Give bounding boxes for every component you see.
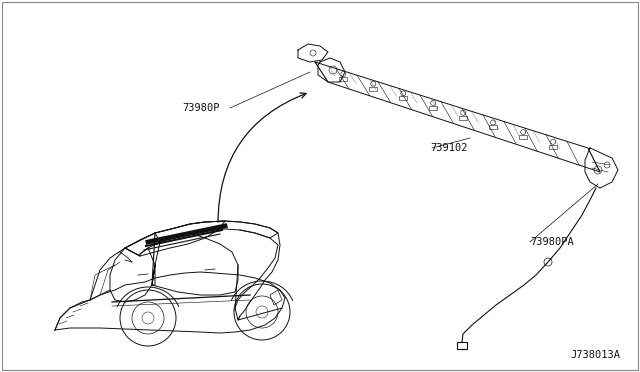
Text: 73980P: 73980P [182, 103, 220, 113]
Text: 73980PA: 73980PA [530, 237, 573, 247]
Text: J738013A: J738013A [570, 350, 620, 360]
Text: 739102: 739102 [430, 143, 467, 153]
FancyArrowPatch shape [218, 93, 306, 222]
Bar [457, 342, 467, 349]
